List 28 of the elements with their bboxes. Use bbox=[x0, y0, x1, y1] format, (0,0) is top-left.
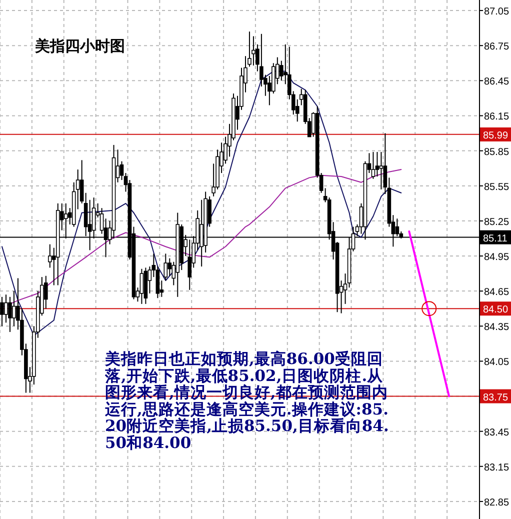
y-tick-label: 86.45 bbox=[484, 76, 510, 88]
y-tick-label: 85.55 bbox=[484, 182, 510, 193]
candlestick bbox=[164, 253, 168, 282]
ref-line-label: 85.99 bbox=[483, 130, 508, 142]
y-tick-label: 84.95 bbox=[484, 252, 510, 263]
y-tick-label: 85.85 bbox=[484, 146, 510, 158]
ref-line-label: 84.50 bbox=[483, 304, 508, 316]
y-tick-label: 82.85 bbox=[484, 497, 510, 508]
y-tick-label: 84.65 bbox=[484, 287, 510, 298]
y-tick-label: 83.45 bbox=[484, 427, 510, 438]
text: 美指四小时图 bbox=[34, 37, 125, 55]
candlestick bbox=[140, 268, 144, 304]
y-tick-label: 86.15 bbox=[484, 112, 510, 123]
candlestick bbox=[379, 151, 384, 190]
candlestick bbox=[12, 290, 16, 327]
ref-line-label: 85.11 bbox=[483, 233, 508, 244]
y-tick-label: 85.25 bbox=[484, 216, 510, 228]
y-tick-label: 84.35 bbox=[484, 322, 510, 334]
y-tick-label: 87.05 bbox=[484, 6, 510, 18]
candlestick bbox=[156, 266, 160, 299]
y-tick-label: 83.15 bbox=[484, 462, 510, 474]
ref-line-label: 83.75 bbox=[483, 392, 508, 404]
candlestick bbox=[0, 296, 4, 327]
candlestick bbox=[4, 294, 8, 324]
candlestick bbox=[252, 36, 256, 66]
y-tick-label: 84.05 bbox=[484, 357, 510, 368]
candlestick bbox=[371, 151, 376, 180]
y-tick-label: 86.75 bbox=[484, 42, 510, 53]
